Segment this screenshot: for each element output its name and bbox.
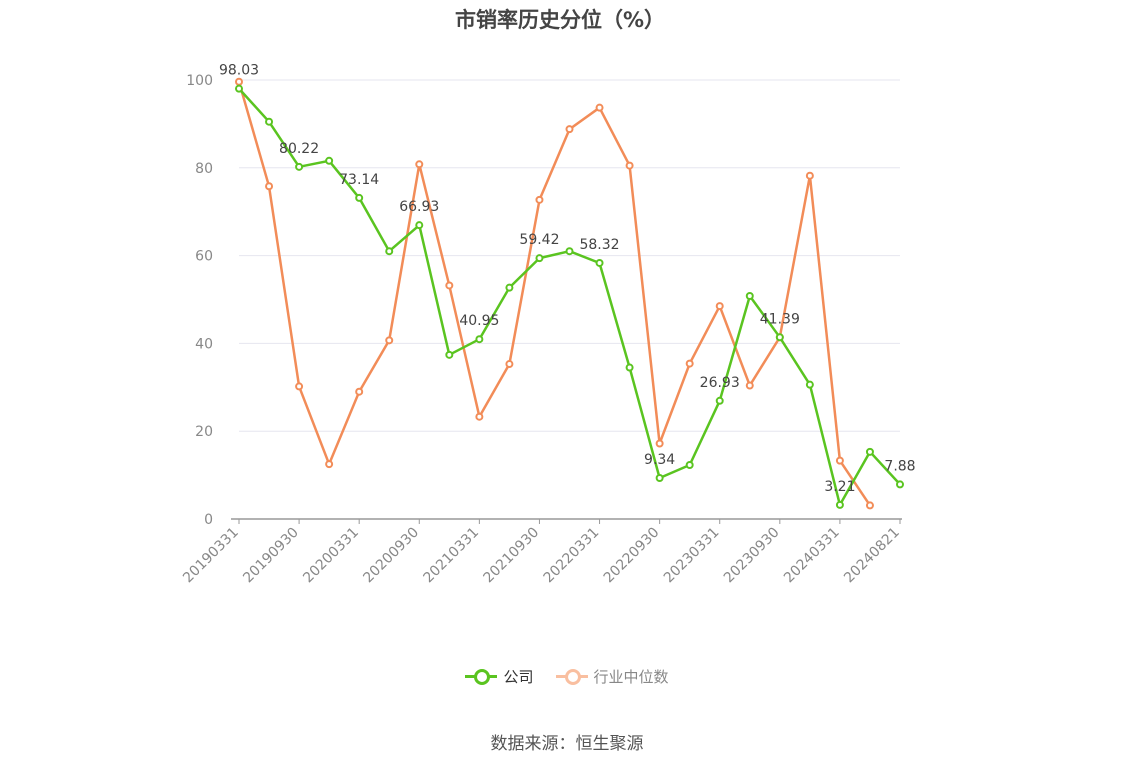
data-point-company	[835, 500, 844, 509]
legend-industry-label: 行业中位数	[593, 667, 669, 686]
data-point-industry-median	[265, 182, 274, 191]
data-point-industry-median	[565, 125, 574, 134]
chart-title: 市销率历史分位（%）	[454, 8, 666, 32]
data-point-industry-median	[865, 501, 874, 510]
data-point-company	[715, 396, 724, 405]
y-tick-label: 40	[195, 336, 213, 352]
data-label: 80.22	[279, 141, 319, 157]
series-line-industry-median	[237, 81, 872, 507]
data-point-company	[295, 162, 304, 171]
data-point-company	[385, 247, 394, 256]
x-tick-label: 20210930	[481, 525, 543, 587]
data-label: 3.21	[824, 479, 855, 495]
data-point-company	[325, 156, 334, 165]
grid-layer	[239, 79, 900, 432]
data-point-company	[475, 335, 484, 344]
x-tick-label: 20190331	[180, 525, 242, 587]
data-point-company	[595, 258, 604, 267]
x-tick-label: 20240821	[841, 525, 903, 587]
data-point-company	[265, 117, 274, 126]
data-point-industry-median	[745, 381, 754, 390]
data-point-company	[505, 283, 514, 292]
data-point-industry-median	[415, 160, 424, 169]
data-source-note: 数据来源：恒生聚源	[490, 734, 644, 754]
data-label-layer: 98.03 80.22 73.14 66.93 40.95 59.42 58.32 9.34 2…	[219, 63, 916, 495]
legend-company-label: 公司	[503, 667, 534, 686]
legend-item-industry-median[interactable]: 行业中位数	[555, 666, 669, 687]
data-point-company	[775, 333, 784, 342]
x-tick-label: 20240331	[781, 525, 843, 587]
legend-industry-swatch-icon	[555, 666, 588, 686]
data-label: 58.32	[579, 237, 619, 253]
line-chart: 0 20 40 60 80 100 2019033120190930202003312020…	[180, 63, 916, 587]
series-layer	[235, 77, 904, 510]
data-point-industry-median	[715, 302, 724, 311]
data-point-industry-median	[325, 460, 334, 469]
data-point-industry-median	[535, 195, 544, 204]
data-point-industry-median	[625, 161, 634, 170]
data-point-company	[745, 291, 754, 300]
y-tick-label: 80	[195, 161, 213, 177]
data-label: 73.14	[339, 172, 379, 188]
y-tick-label: 0	[204, 512, 213, 528]
data-point-industry-median	[655, 439, 664, 448]
legend-item-company[interactable]: 公司	[465, 666, 534, 687]
x-tick-label: 20200331	[300, 525, 362, 587]
data-point-company	[625, 363, 634, 372]
x-tick-label: 20230331	[661, 525, 723, 587]
data-point-company	[685, 461, 694, 470]
x-tick-label: 20190930	[240, 525, 302, 587]
legend: 公司 行业中位数	[0, 664, 1134, 688]
legend-company-swatch-icon	[465, 666, 498, 686]
data-point-industry-median	[475, 412, 484, 421]
data-point-industry-median	[505, 360, 514, 369]
data-label: 66.93	[399, 199, 439, 215]
y-tick-label: 100	[186, 73, 213, 89]
x-tick-label: 20220930	[601, 525, 663, 587]
data-point-industry-median	[805, 171, 814, 180]
data-point-industry-median	[355, 387, 364, 396]
data-point-company	[535, 254, 544, 263]
data-point-company	[415, 221, 424, 230]
data-point-industry-median	[295, 382, 304, 391]
data-point-industry-median	[595, 103, 604, 112]
data-point-company	[235, 84, 243, 93]
data-point-company	[865, 447, 874, 456]
x-tick-label: 20230930	[721, 525, 783, 587]
data-point-industry-median	[235, 77, 243, 86]
x-tick-label: 20220331	[541, 525, 603, 587]
data-point-company	[355, 193, 364, 202]
x-tick-label: 20210331	[420, 525, 482, 587]
x-tick-label: 20200930	[360, 525, 422, 587]
data-point-company	[565, 247, 574, 256]
data-label: 9.34	[644, 452, 675, 468]
data-point-company	[805, 380, 814, 389]
data-label: 40.95	[459, 313, 499, 329]
data-point-company	[896, 480, 904, 489]
y-tick-label: 60	[195, 249, 213, 265]
data-point-company	[445, 350, 454, 359]
data-point-industry-median	[385, 336, 394, 345]
data-label: 41.39	[760, 311, 800, 327]
data-label: 26.93	[700, 375, 740, 391]
y-tick-label: 20	[195, 424, 213, 440]
data-point-company	[655, 473, 664, 482]
data-label: 59.42	[519, 232, 559, 248]
data-point-industry-median	[685, 359, 694, 368]
data-point-industry-median	[835, 456, 844, 465]
data-label: 7.88	[884, 458, 915, 474]
data-point-industry-median	[445, 281, 454, 290]
data-label: 98.03	[219, 63, 259, 79]
